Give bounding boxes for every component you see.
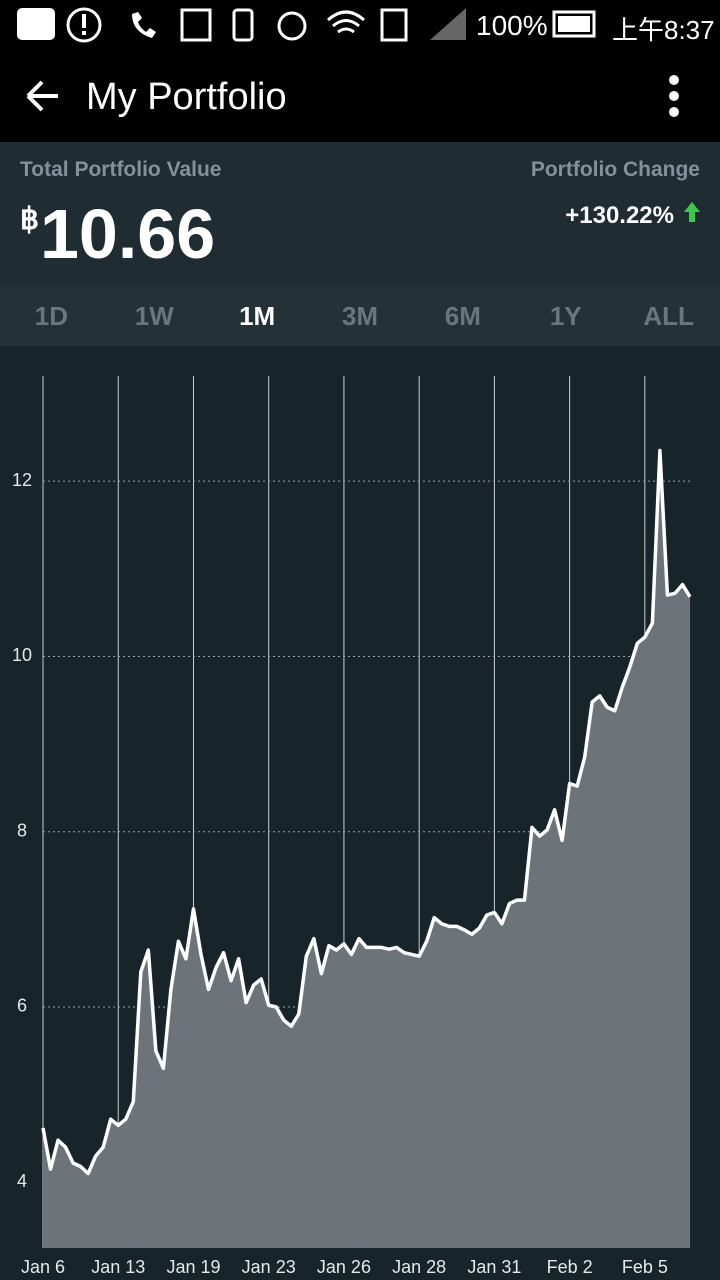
x-tick-label: Jan 6 — [21, 1257, 65, 1277]
range-tab[interactable]: ALL — [643, 301, 694, 331]
battery-icon — [552, 10, 596, 38]
status-icons — [17, 7, 466, 43]
change-label: Portfolio Change — [530, 158, 700, 181]
line — [41, 448, 692, 1176]
x-tick-label: Jan 19 — [166, 1257, 220, 1277]
range-tab[interactable]: 1W — [134, 301, 174, 331]
portfolio-value: 10.66 — [40, 195, 216, 273]
y-tick-label: 4 — [17, 1171, 27, 1191]
back-button[interactable] — [14, 52, 74, 142]
area — [43, 450, 690, 1249]
x-tick-label: Feb 2 — [547, 1257, 593, 1277]
status-bar: 100% 上午8:37 — [0, 0, 720, 52]
y-tick-label: 8 — [17, 820, 27, 840]
range-tab[interactable]: 1Y — [549, 301, 582, 331]
x-tick-label: Jan 31 — [467, 1257, 521, 1277]
menu-button[interactable] — [660, 52, 690, 142]
range-tabs: 1D 1W 1M 3M 6M 1Y ALL — [0, 284, 720, 346]
range-tab[interactable]: 1D — [34, 301, 69, 331]
value-label: Total Portfolio Value — [20, 158, 222, 181]
range-tab[interactable]: 1M — [239, 301, 276, 331]
up-arrow — [684, 202, 700, 222]
x-tick-label: Jan 28 — [392, 1257, 446, 1277]
x-tick-label: Jan 13 — [91, 1257, 145, 1277]
portfolio-change: +130.22% — [565, 202, 674, 229]
app-bar: My Portfolio — [0, 52, 720, 142]
y-tick-label: 10 — [12, 645, 32, 665]
app-title: My Portfolio — [86, 76, 287, 118]
range-tab[interactable]: 3M — [341, 301, 379, 331]
x-tick-label: Jan 23 — [242, 1257, 296, 1277]
currency: ฿ — [20, 203, 40, 236]
x-tick-label: Feb 5 — [622, 1257, 668, 1277]
summary: Total Portfolio Value ฿ 10.66 Portfolio … — [0, 142, 720, 284]
battery-percent: 100% — [476, 10, 548, 41]
range-tab[interactable]: 6M — [444, 301, 481, 331]
x-tick-label: Jan 26 — [317, 1257, 371, 1277]
y-tick-label: 12 — [12, 470, 32, 490]
y-tick-label: 6 — [17, 996, 27, 1016]
clock: 上午8:37 — [612, 15, 715, 45]
chart: 4 6 8 10 12 Jan 6 Jan 13 Jan 19 Jan 23 Jan 26 Jan … — [12, 376, 692, 1277]
